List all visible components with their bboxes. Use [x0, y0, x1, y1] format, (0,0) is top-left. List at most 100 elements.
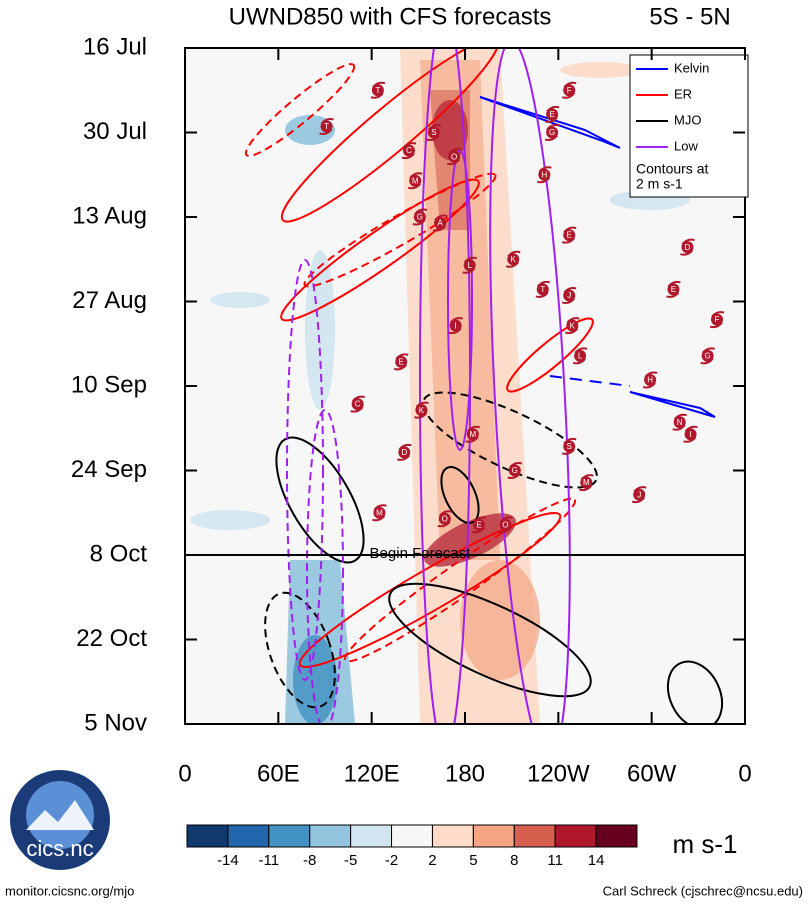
storm-marker: [434, 217, 447, 230]
colorbar-swatch: [268, 824, 311, 848]
footer-right: Carl Schreck (cjschrec@ncsu.edu): [603, 883, 803, 898]
storm-label: M: [412, 176, 419, 185]
storm-label: O: [451, 152, 457, 161]
storm-marker: [644, 373, 657, 386]
colorbar-unit: m s-1: [673, 829, 738, 859]
storm-marker: [351, 398, 364, 411]
storm-label: J: [637, 490, 641, 499]
storm-label: C: [355, 400, 361, 409]
storm-marker: [508, 464, 521, 477]
storm-marker: [667, 283, 680, 296]
storm-marker: [563, 84, 576, 97]
storm-label: K: [570, 321, 576, 330]
storm-marker: [546, 108, 559, 121]
colorbar-label: 5: [469, 852, 477, 869]
y-tick-label: 24 Sep: [71, 456, 147, 483]
storm-label: D: [401, 448, 407, 457]
colorbar-label: 11: [547, 852, 563, 869]
storm-marker: [320, 120, 333, 133]
storm-marker: [373, 506, 386, 519]
storm-marker: [415, 404, 428, 417]
storm-marker: [438, 512, 451, 525]
logo: cics.nc: [10, 770, 110, 870]
colorbar-swatch: [554, 824, 597, 848]
colorbar-label: 14: [588, 852, 605, 869]
storm-label: J: [567, 291, 571, 300]
storm-marker: [701, 349, 714, 362]
annotation: Begin Forecast: [370, 545, 472, 562]
storm-label: E: [399, 357, 404, 366]
storm-marker: [463, 259, 476, 272]
storm-label: F: [567, 86, 572, 95]
legend-label: MJO: [674, 112, 701, 127]
storm-label: G: [705, 351, 711, 360]
footer-left: monitor.cicsnc.org/mjo: [5, 883, 134, 898]
legend-note: 2 m s-1: [636, 176, 683, 192]
storm-marker: [466, 428, 479, 441]
storm-label: T: [375, 86, 380, 95]
storm-marker: [409, 174, 422, 187]
colorbar-swatch: [595, 824, 638, 848]
storm-marker: [473, 518, 485, 531]
chart-title: UWND850 with CFS forecasts: [229, 3, 552, 30]
storm-label: S: [567, 442, 572, 451]
storm-label: L: [578, 351, 583, 360]
storm-label: I: [689, 430, 691, 439]
storm-label: O: [442, 514, 448, 523]
storm-label: S: [431, 128, 436, 137]
y-tick-label: 30 Jul: [83, 118, 147, 145]
storm-label: M: [376, 508, 383, 517]
storm-label: E: [476, 520, 481, 529]
colorbar-label: -14: [217, 852, 239, 869]
x-tick-label: 120W: [527, 760, 590, 787]
storm-marker: [563, 229, 576, 242]
legend-label: Low: [674, 138, 698, 153]
x-tick-label: 60E: [257, 760, 300, 787]
storm-label: L: [467, 261, 472, 270]
storm-marker: [449, 319, 462, 332]
storm-marker: [566, 319, 579, 332]
storm-label: E: [567, 231, 572, 240]
storm-marker: [371, 84, 384, 97]
storm-marker: [546, 126, 559, 139]
y-tick-label: 22 Oct: [76, 625, 147, 652]
storm-label: O: [502, 520, 508, 529]
colorbar-label: -8: [303, 852, 316, 869]
storm-marker: [403, 144, 415, 157]
y-tick-label: 5 Nov: [84, 709, 147, 736]
storm-marker: [580, 476, 593, 489]
colorbar-label: -11: [259, 852, 280, 869]
storm-label: C: [406, 146, 412, 155]
logo-text: cics.nc: [26, 836, 93, 861]
storm-label: F: [715, 315, 720, 324]
storm-marker: [563, 440, 576, 453]
storm-marker: [499, 518, 512, 531]
chart-subtitle: 5S - 5N: [649, 3, 730, 30]
colorbar-swatch: [309, 824, 352, 848]
legend-note: Contours at: [636, 161, 708, 177]
y-tick-label: 13 Aug: [72, 202, 147, 229]
x-tick-label: 0: [738, 760, 751, 787]
colorbar-swatch: [186, 824, 229, 848]
legend-box: [629, 54, 749, 198]
contours: [244, 48, 724, 724]
storm-label: N: [677, 418, 683, 427]
storm-marker: [395, 355, 408, 368]
x-tick-label: 120E: [344, 760, 400, 787]
storm-marker: [398, 446, 411, 459]
storm-label: E: [549, 110, 554, 119]
colorbar-swatch: [431, 824, 474, 848]
colorbar-swatch: [513, 824, 556, 848]
colorbar-label: -5: [344, 852, 357, 869]
storm-label: G: [549, 128, 555, 137]
storm-marker: [633, 488, 646, 501]
storm-label: G: [512, 466, 518, 475]
y-tick-label: 8 Oct: [90, 540, 148, 567]
storm-marker: [711, 313, 723, 326]
y-tick-label: 10 Sep: [71, 371, 147, 398]
storm-marker: [536, 283, 549, 296]
storm-label: M: [469, 430, 476, 439]
storm-label: M: [583, 478, 590, 487]
storm-marker: [538, 168, 551, 181]
